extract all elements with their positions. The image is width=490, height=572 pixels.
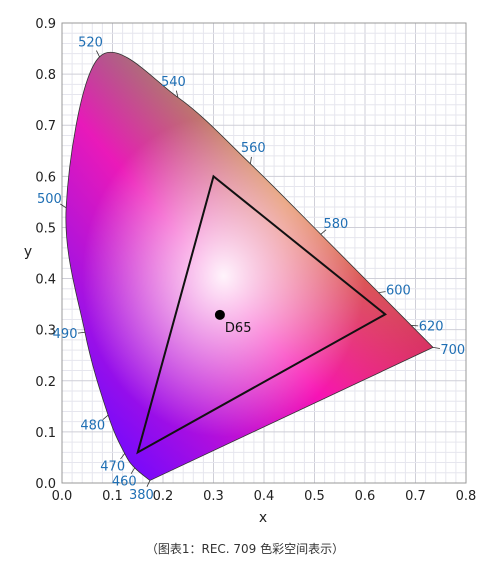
wavelength-label: 500 [37,192,62,207]
spectral-locus [65,51,434,481]
d65-label: D65 [225,321,252,336]
wavelength-tick [96,50,100,58]
y-tick-label: 0.0 [35,477,56,492]
wavelength-label: 580 [323,217,348,232]
wavelength-label: 490 [53,327,78,342]
wavelength-tick [146,480,151,487]
wavelength-tick [378,291,386,294]
y-tick-label: 0.8 [35,68,56,83]
wavelength-tick [77,331,85,334]
y-tick-label: 0.5 [35,221,56,236]
x-tick-label: 0.0 [52,489,73,504]
wavelength-label: 540 [161,75,186,90]
d65-white-point [214,309,225,320]
y-tick-label: 0.1 [35,426,56,441]
wavelength-tick [320,229,327,235]
wavelength-label: 480 [80,418,105,433]
cie-chromaticity-chart: 0.0 0.1 0.2 0.3 0.4 0.5 0.6 0.7 0.8 0.0 0.1 0.2 0.3 0… [24,17,476,526]
y-axis-label: y [24,244,32,260]
wavelength-label: 520 [78,36,103,51]
x-tick-label: 0.1 [102,489,123,504]
x-tick-label: 0.2 [153,489,174,504]
x-tick-label: 0.4 [254,489,275,504]
wavelength-tick [102,414,109,420]
wavelength-tick [120,453,125,460]
series-marks: D65 [136,174,387,455]
wavelength-tick [175,90,179,98]
wavelength-label: 600 [386,283,411,298]
wavelength-label: 470 [100,459,125,474]
wavelength-label: 380 [129,488,154,503]
wavelength-tick [432,347,440,349]
figure-caption: （图表1：REC. 709 色彩空间表示） [145,542,345,556]
y-tick-label: 0.4 [35,273,56,288]
y-tick-label: 0.9 [35,17,56,32]
y-tick-label: 0.6 [35,170,56,185]
x-tick-label: 0.3 [203,489,224,504]
x-tick-label: 0.5 [304,489,325,504]
y-tick-label: 0.3 [35,324,56,339]
x-tick-label: 0.8 [456,489,477,504]
x-axis-label: x [259,510,267,526]
y-tick-label: 0.2 [35,375,56,390]
wavelength-label: 620 [419,319,444,334]
wavelength-label: 460 [112,474,137,489]
wavelength-label: 560 [241,141,266,156]
axis-ticks: 0.0 0.1 0.2 0.3 0.4 0.5 0.6 0.7 0.8 0.0 0.1 0.2 0.3 0… [35,17,476,504]
wavelength-tick [130,467,136,474]
x-tick-label: 0.7 [405,489,426,504]
plot-frame [61,22,467,484]
x-tick-label: 0.6 [355,489,376,504]
rec709-gamut-triangle [136,174,387,455]
wavelength-label: 700 [440,343,465,358]
wavelength-tick [60,203,67,209]
y-tick-label: 0.7 [35,119,56,134]
wavelength-tick [250,156,252,164]
